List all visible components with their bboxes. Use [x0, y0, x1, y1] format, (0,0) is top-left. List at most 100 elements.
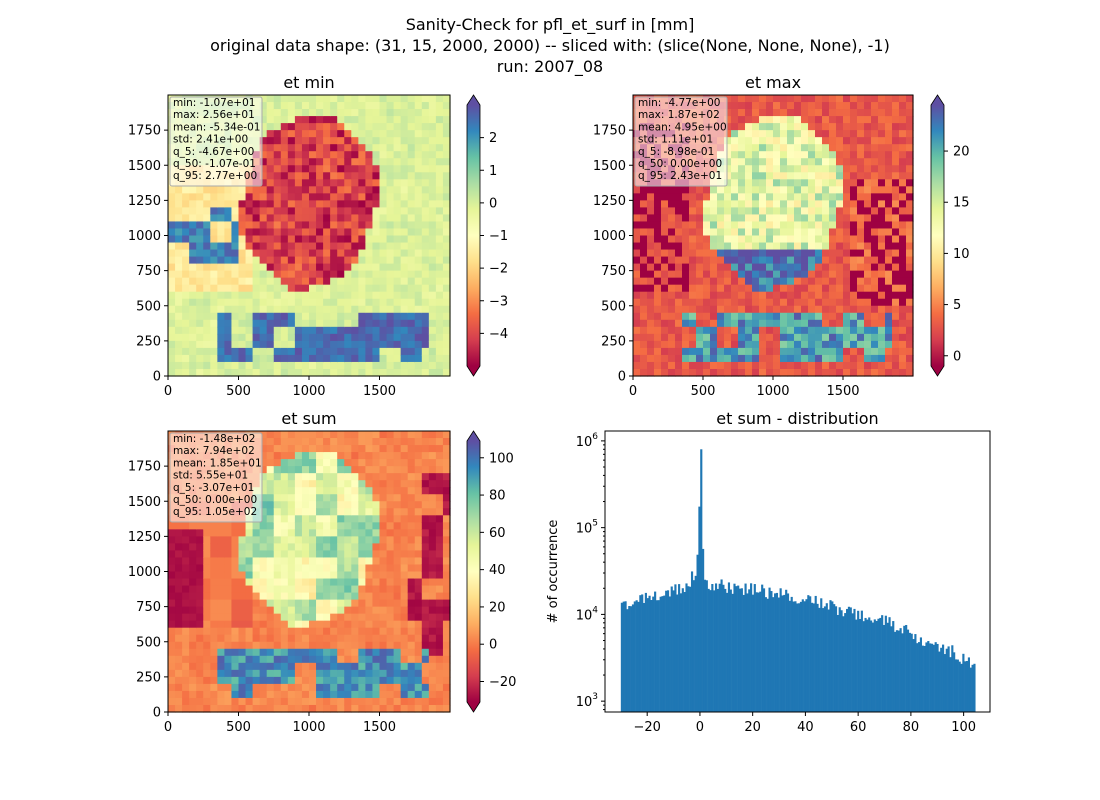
heatmap-cell — [857, 242, 865, 251]
heatmap-cell — [301, 137, 310, 145]
heatmap-cell — [386, 466, 395, 474]
heatmap-cell — [864, 284, 872, 293]
heatmap-cell — [294, 571, 303, 580]
heatmap-cell — [829, 109, 837, 117]
heatmap-cell — [351, 641, 359, 650]
heatmap-cell — [829, 235, 837, 244]
heatmap-cell — [175, 557, 183, 566]
heatmap-cell — [316, 326, 324, 335]
heatmap-cell — [815, 361, 823, 370]
colorbar-tick-label: 40 — [489, 563, 506, 578]
heatmap-cell — [393, 641, 402, 650]
heatmap-cell — [414, 319, 423, 328]
heatmap-cell — [203, 347, 211, 356]
heatmap-cell — [273, 697, 282, 706]
heatmap-cell — [189, 697, 197, 706]
heatmap-cell — [330, 480, 338, 488]
heatmap-cell — [407, 473, 416, 481]
heatmap-cell — [337, 445, 345, 453]
heatmap-cell — [280, 592, 289, 601]
colorbar-tick-label: −2 — [489, 262, 508, 277]
heatmap-cell — [210, 277, 218, 286]
heatmap-cell — [266, 487, 275, 495]
y-tick-label: 1750 — [128, 460, 161, 475]
heatmap-cell — [724, 333, 732, 342]
heatmap-cell — [393, 494, 402, 502]
heatmap-cell — [323, 312, 331, 321]
heatmap-cell — [710, 305, 718, 314]
heatmap-cell — [787, 172, 795, 180]
heatmap-cell — [689, 249, 697, 258]
heatmap-cell — [885, 102, 893, 110]
heatmap-cell — [379, 585, 388, 594]
heatmap-cell — [808, 207, 816, 216]
heatmap-cell — [287, 102, 296, 110]
heatmap-cell — [316, 109, 324, 117]
heatmap-cell — [435, 340, 444, 349]
heatmap-cell — [850, 228, 858, 237]
heatmap-cell — [182, 669, 190, 678]
heatmap-cell — [787, 368, 795, 377]
heatmap-cell — [435, 655, 444, 664]
heatmap-cell — [245, 298, 254, 307]
heatmap-cell — [337, 340, 345, 349]
heatmap-cell — [871, 277, 879, 286]
heatmap-cell — [442, 676, 451, 685]
heatmap-cell — [407, 550, 416, 559]
heatmap-cell — [428, 102, 437, 110]
heatmap-cell — [822, 340, 830, 349]
heatmap-cell — [238, 200, 247, 209]
heatmap-cell — [330, 473, 338, 481]
heatmap-cell — [808, 333, 816, 342]
heatmap-cell — [780, 158, 788, 166]
heatmap-cell — [309, 543, 317, 552]
heatmap-cell — [871, 270, 879, 279]
stats-line: q_5: -4.67e+00 — [173, 146, 254, 158]
heatmap-cell — [358, 214, 366, 223]
heatmap-cell — [217, 669, 225, 678]
heatmap-cell — [287, 291, 296, 300]
heatmap-cell — [379, 256, 388, 265]
heatmap-cell — [668, 305, 676, 314]
heatmap-cell — [414, 116, 423, 124]
heatmap-cell — [168, 368, 176, 377]
heatmap-cell — [414, 529, 423, 537]
heatmap-cell — [294, 151, 303, 159]
heatmap-cell — [316, 158, 324, 166]
heatmap-cell — [421, 361, 430, 370]
heatmap-cell — [372, 536, 381, 545]
stats-line: min: -4.77e+00 — [638, 97, 720, 109]
colorbar-tick-label: −3 — [489, 294, 508, 309]
heatmap-cell — [379, 690, 388, 699]
heatmap-cell — [731, 179, 739, 187]
heatmap-cell — [358, 501, 366, 509]
heatmap-cell — [414, 368, 423, 377]
heatmap-cell — [843, 221, 851, 230]
heatmap-cell — [168, 641, 176, 650]
heatmap-cell — [344, 179, 352, 187]
heatmap-cell — [885, 305, 893, 314]
heatmap-cell — [301, 368, 310, 377]
heatmap-cell — [337, 151, 345, 159]
heatmap-cell — [372, 144, 381, 152]
heatmap-cell — [386, 445, 395, 453]
heatmap-cell — [850, 319, 858, 328]
heatmap-cell — [287, 361, 296, 370]
heatmap-cell — [301, 494, 310, 502]
heatmap-cell — [168, 662, 176, 671]
heatmap-cell — [273, 564, 282, 573]
heatmap-cell — [871, 200, 879, 209]
heatmap-cell — [330, 221, 338, 230]
heatmap-cell — [710, 249, 718, 258]
heatmap-cell — [316, 249, 324, 258]
heatmap-cell — [794, 312, 802, 321]
heatmap-cell — [294, 298, 303, 307]
heatmap-cell — [885, 256, 893, 265]
heatmap-cell — [885, 151, 893, 159]
heatmap-cell — [309, 354, 317, 363]
heatmap-cell — [372, 690, 381, 699]
heatmap-cell — [323, 557, 331, 566]
heatmap-cell — [386, 200, 395, 209]
heatmap-cell — [857, 179, 865, 187]
heatmap-cell — [633, 277, 641, 286]
